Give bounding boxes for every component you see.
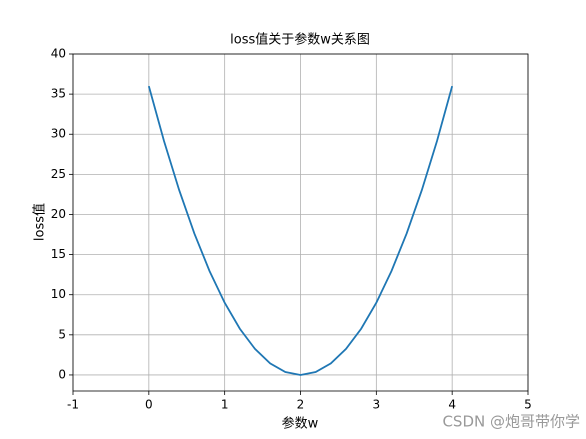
x-tick-label: 2: [297, 398, 305, 412]
watermark: CSDN @炮哥带你学: [442, 413, 580, 431]
y-tick-label: 15: [51, 247, 66, 261]
y-tick-label: 0: [58, 367, 66, 381]
plot-frame: [72, 53, 529, 392]
x-tick-label: 0: [145, 398, 153, 412]
y-tick-label: 35: [51, 87, 66, 101]
x-axis-label: 参数w: [282, 416, 319, 432]
y-tick-label: 40: [51, 47, 66, 61]
x-tick-label: 3: [373, 398, 381, 412]
y-tick-label: 30: [51, 127, 66, 141]
y-tick-label: 10: [51, 287, 66, 301]
x-tick-label: 1: [221, 398, 229, 412]
y-tick-label: 5: [58, 327, 66, 341]
x-tick-label: 5: [524, 398, 532, 412]
y-tick-label: 25: [51, 167, 66, 181]
x-tick-label: -1: [67, 398, 79, 412]
x-tick-label: 4: [448, 398, 456, 412]
y-axis-label: loss值: [32, 203, 48, 241]
chart-title: loss值关于参数w关系图: [230, 32, 370, 48]
y-tick-label: 20: [51, 207, 66, 221]
line-series: [147, 85, 454, 376]
